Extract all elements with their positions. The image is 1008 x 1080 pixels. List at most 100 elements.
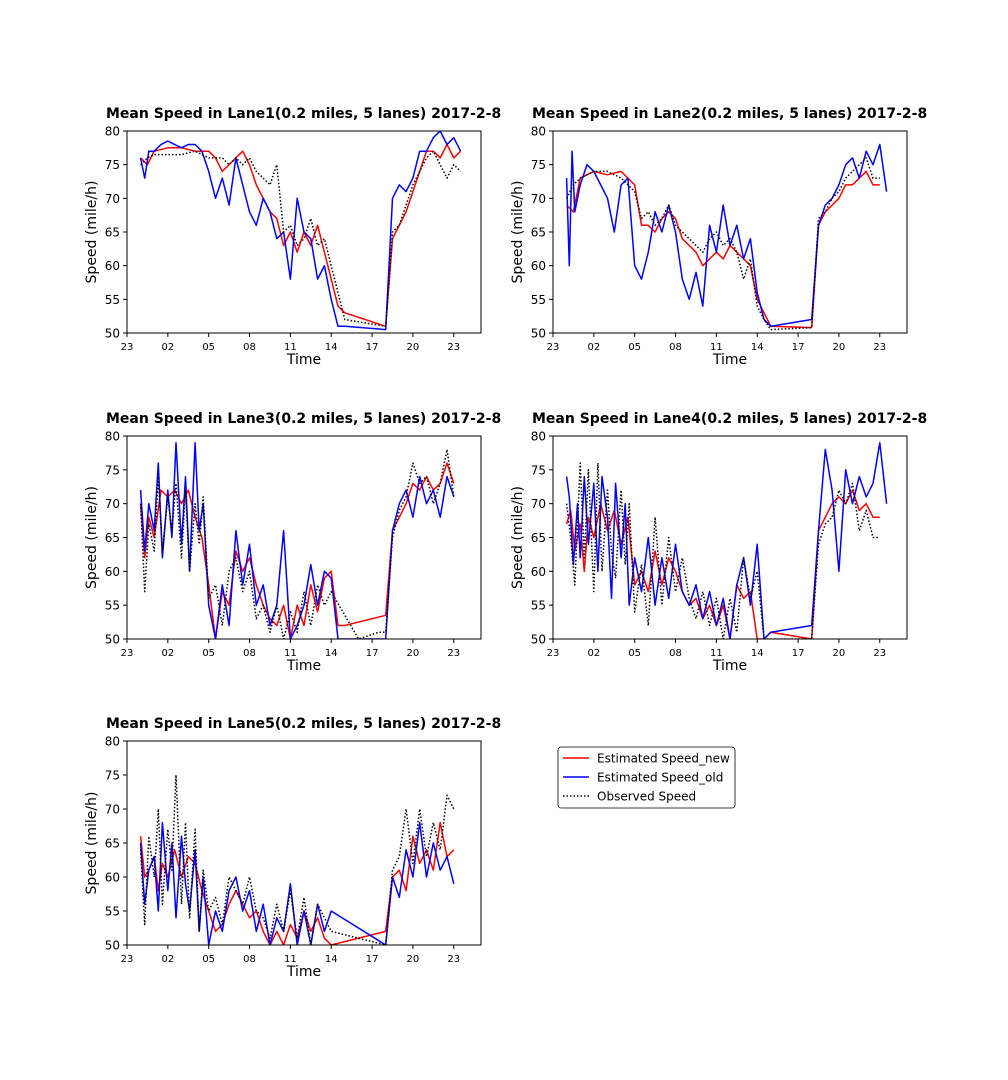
x-tick-label: 23 (447, 954, 460, 965)
x-tick-label: 14 (325, 342, 338, 353)
x-axis-label: Time (712, 658, 747, 674)
y-tick-label: 75 (105, 463, 120, 477)
y-tick-label: 75 (531, 158, 546, 172)
series-line-new (139, 462, 455, 639)
series-line-observed (140, 150, 462, 328)
x-tick-label: 23 (547, 648, 560, 659)
x-tick-label: 23 (121, 342, 134, 353)
x-tick-label: 20 (833, 342, 846, 353)
x-axis-label: Time (286, 964, 321, 980)
y-tick-label: 55 (105, 599, 120, 613)
y-tick-label: 60 (531, 565, 546, 579)
y-tick-label: 80 (531, 430, 546, 444)
y-tick-label: 70 (105, 497, 120, 511)
y-tick-label: 50 (105, 939, 120, 953)
y-tick-label: 50 (105, 633, 120, 647)
legend: Estimated Speed_new Estimated Speed_old Ob… (557, 746, 736, 809)
x-tick-label: 08 (243, 648, 256, 659)
x-tick-label: 17 (366, 954, 379, 965)
series-line-new (139, 821, 455, 945)
x-tick-label: 05 (628, 648, 641, 659)
x-tick-label: 05 (628, 342, 641, 353)
x-tick-label: 17 (792, 648, 805, 659)
series-group (565, 143, 888, 331)
series-group (139, 774, 455, 945)
x-tick-label: 20 (407, 342, 420, 353)
x-tick-label: 02 (587, 342, 600, 353)
x-tick-label: 02 (161, 954, 174, 965)
legend-label: Observed Speed (597, 790, 696, 804)
x-tick-label: 23 (447, 648, 460, 659)
y-tick-label: 75 (105, 158, 120, 172)
series-line-old (139, 442, 455, 639)
y-tick-label: 70 (105, 803, 120, 817)
x-axis-label: Time (286, 658, 321, 674)
x-tick-label: 14 (751, 342, 764, 353)
y-tick-label: 50 (531, 633, 546, 647)
x-tick-label: 17 (366, 648, 379, 659)
y-tick-label: 60 (531, 259, 546, 273)
y-tick-label: 70 (531, 497, 546, 511)
y-tick-label: 55 (531, 293, 546, 307)
series-line-observed (565, 157, 880, 331)
x-tick-label: 17 (792, 342, 805, 353)
y-tick-label: 60 (105, 259, 120, 273)
x-tick-label: 08 (669, 648, 682, 659)
x-tick-label: 23 (447, 342, 460, 353)
subplot-title: Mean Speed in Lane5(0.2 miles, 5 lanes) … (106, 716, 501, 732)
subplot-title: Mean Speed in Lane1(0.2 miles, 5 lanes) … (106, 106, 501, 122)
x-tick-label: 02 (161, 648, 174, 659)
y-tick-label: 65 (105, 226, 120, 240)
subplot-title: Mean Speed in Lane2(0.2 miles, 5 lanes) … (532, 106, 927, 122)
x-axis-label: Time (286, 352, 321, 368)
x-tick-label: 23 (873, 648, 886, 659)
series-line-observed (139, 774, 455, 945)
y-tick-label: 50 (105, 327, 120, 341)
y-tick-label: 80 (105, 735, 120, 749)
series-group (139, 131, 462, 331)
x-tick-label: 08 (243, 342, 256, 353)
x-tick-label: 14 (751, 648, 764, 659)
y-tick-label: 65 (531, 531, 546, 545)
series-line-new (565, 489, 880, 639)
y-axis-label: Speed (mile/h) (84, 792, 100, 895)
series-line-old (139, 131, 462, 331)
y-axis-label: Speed (mile/h) (510, 181, 526, 284)
series-group (565, 442, 888, 639)
y-tick-label: 60 (105, 565, 120, 579)
legend-label: Estimated Speed_old (597, 771, 723, 785)
y-tick-label: 60 (105, 871, 120, 885)
x-tick-label: 11 (284, 648, 297, 659)
y-tick-label: 55 (531, 599, 546, 613)
y-tick-label: 65 (105, 531, 120, 545)
y-tick-label: 55 (105, 905, 120, 919)
x-tick-label: 20 (407, 648, 420, 659)
series-line-old (565, 143, 888, 328)
y-tick-label: 75 (531, 463, 546, 477)
x-tick-label: 02 (587, 648, 600, 659)
x-tick-label: 20 (407, 954, 420, 965)
y-tick-label: 80 (105, 430, 120, 444)
x-tick-label: 08 (669, 342, 682, 353)
y-tick-label: 55 (105, 293, 120, 307)
series-group (139, 442, 455, 639)
x-tick-label: 14 (325, 954, 338, 965)
series-line-observed (139, 448, 455, 639)
series-line-new (140, 143, 462, 328)
x-axis-label: Time (712, 352, 747, 368)
x-tick-label: 20 (833, 648, 846, 659)
x-tick-label: 05 (202, 954, 215, 965)
x-tick-label: 17 (366, 342, 379, 353)
subplot-title: Mean Speed in Lane4(0.2 miles, 5 lanes) … (532, 411, 927, 427)
x-tick-label: 11 (710, 648, 723, 659)
x-tick-label: 02 (161, 342, 174, 353)
x-tick-label: 11 (284, 342, 297, 353)
x-tick-label: 14 (325, 648, 338, 659)
x-tick-label: 05 (202, 648, 215, 659)
